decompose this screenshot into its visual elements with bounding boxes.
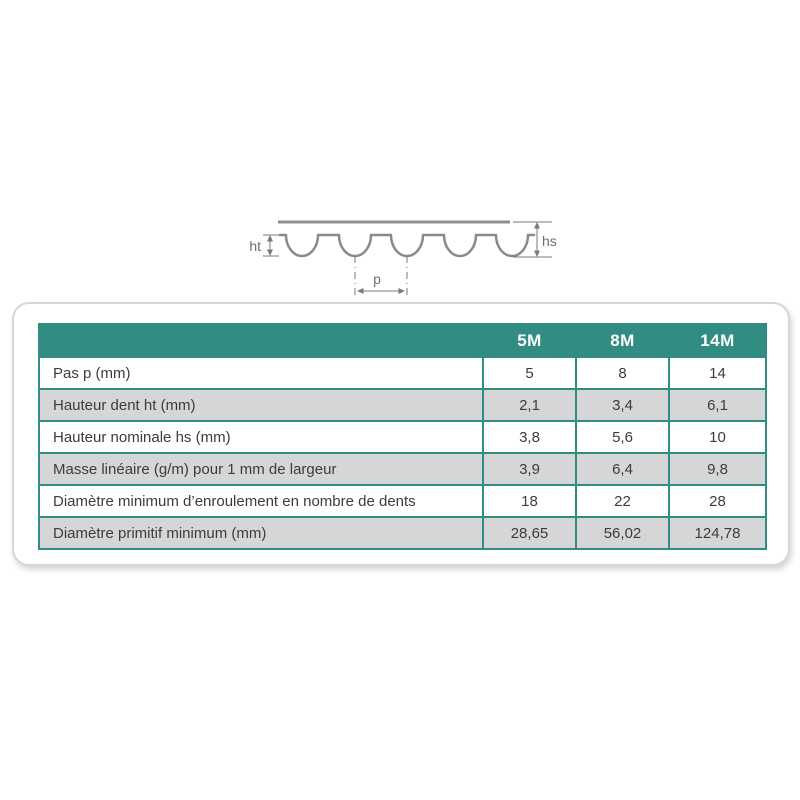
row-value: 6,1: [668, 388, 767, 422]
hs-label: hs: [542, 233, 557, 249]
row-value: 28: [668, 484, 767, 518]
header-col-14m: 14M: [668, 323, 767, 358]
row-value: 18: [482, 484, 577, 518]
row-value: 3,9: [482, 452, 577, 486]
table-row: Pas p (mm) 5 8 14: [38, 356, 767, 390]
ht-dimension: ht: [249, 234, 279, 257]
tooth-profile-path: [278, 233, 536, 258]
row-value: 2,1: [482, 388, 577, 422]
row-label: Hauteur nominale hs (mm): [38, 420, 484, 454]
row-value: 3,4: [575, 388, 670, 422]
table-row: Hauteur dent ht (mm) 2,1 3,4 6,1: [38, 388, 767, 422]
hs-dimension: hs: [513, 221, 557, 258]
header-row: 5M 8M 14M: [38, 323, 767, 358]
row-value: 22: [575, 484, 670, 518]
row-value: 8: [575, 356, 670, 390]
row-label: Pas p (mm): [38, 356, 484, 390]
header-col-5m: 5M: [482, 323, 577, 358]
row-value: 6,4: [575, 452, 670, 486]
belt-spec-table: 5M 8M 14M Pas p (mm) 5 8 14 Hauteur dent…: [38, 323, 767, 550]
pitch-label: p: [373, 271, 381, 287]
row-value: 3,8: [482, 420, 577, 454]
row-label: Diamètre minimum d’enroulement en nombre…: [38, 484, 484, 518]
spec-card: 5M 8M 14M Pas p (mm) 5 8 14 Hauteur dent…: [12, 302, 790, 566]
table-row: Diamètre minimum d’enroulement en nombre…: [38, 484, 767, 518]
header-col-8m: 8M: [575, 323, 670, 358]
row-value: 56,02: [575, 516, 670, 550]
table-row: Masse linéaire (g/m) pour 1 mm de largeu…: [38, 452, 767, 486]
row-value: 14: [668, 356, 767, 390]
pitch-dimension: p: [354, 256, 408, 298]
row-label: Hauteur dent ht (mm): [38, 388, 484, 422]
row-label: Masse linéaire (g/m) pour 1 mm de largeu…: [38, 452, 484, 486]
row-value: 5,6: [575, 420, 670, 454]
row-label: Diamètre primitif minimum (mm): [38, 516, 484, 550]
header-empty-cell: [38, 323, 484, 358]
row-value: 5: [482, 356, 577, 390]
belt-profile-diagram: ht hs p: [249, 220, 557, 298]
row-value: 28,65: [482, 516, 577, 550]
table-row: Hauteur nominale hs (mm) 3,8 5,6 10: [38, 420, 767, 454]
row-value: 124,78: [668, 516, 767, 550]
table-row: Diamètre primitif minimum (mm) 28,65 56,…: [38, 516, 767, 550]
row-value: 10: [668, 420, 767, 454]
ht-label: ht: [249, 238, 261, 254]
row-value: 9,8: [668, 452, 767, 486]
